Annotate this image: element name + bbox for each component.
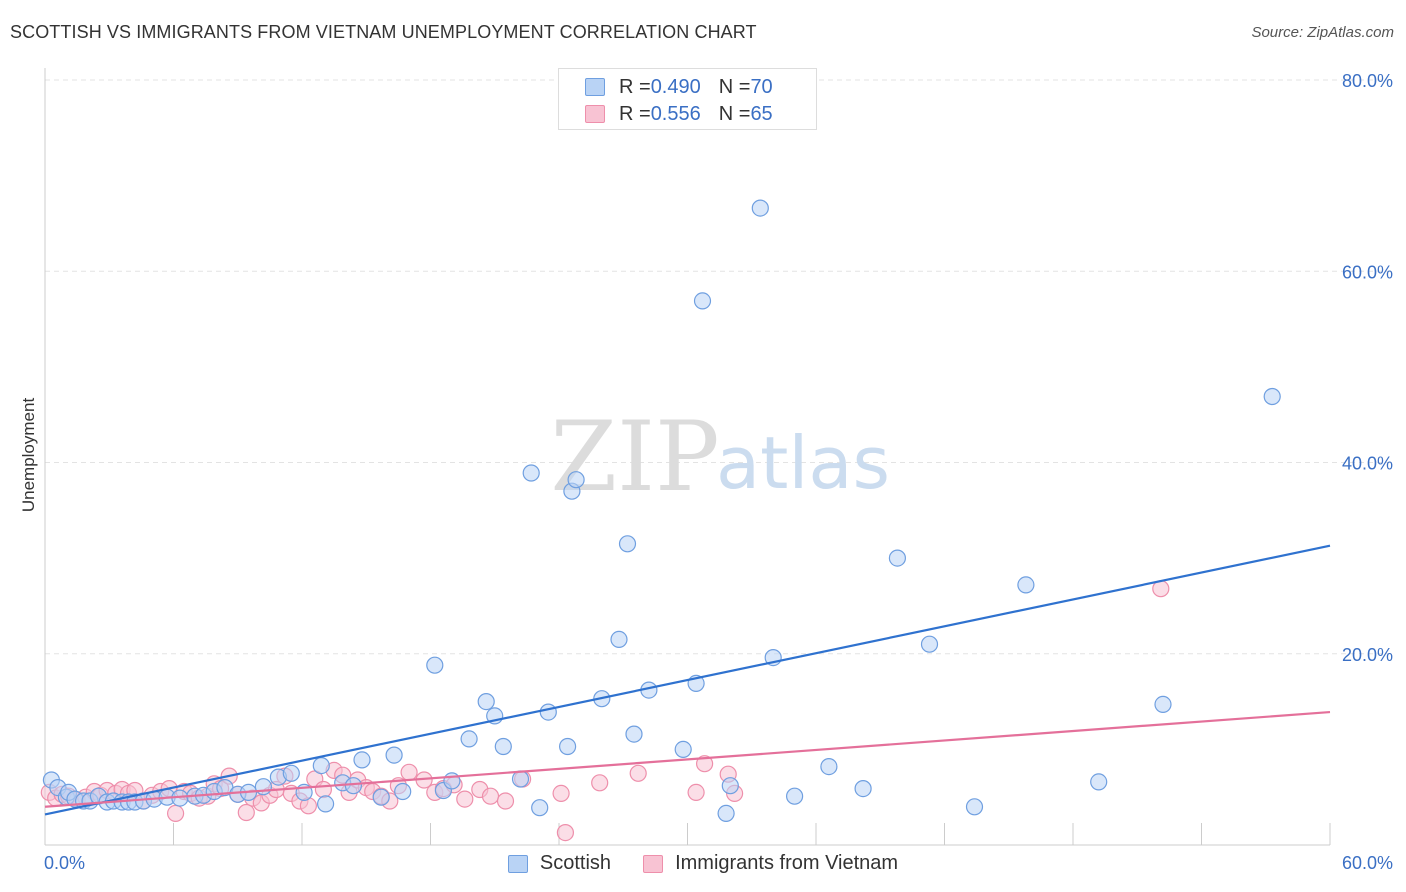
vietnam-point-59 <box>629 764 647 782</box>
scottish-point-39 <box>477 692 495 711</box>
scottish-point-23 <box>254 778 272 796</box>
grid-layer <box>45 79 1392 655</box>
scottish-point-28 <box>317 795 335 813</box>
scottish-point-30 <box>344 777 362 795</box>
vietnam-point-17 <box>167 804 185 823</box>
axis-layer <box>44 68 1331 846</box>
trend-line-vietnam <box>44 710 1331 808</box>
scottish-point-44 <box>531 799 549 817</box>
x-tick-label-max: 60.0% <box>1342 853 1393 873</box>
legend-r-label: R = <box>619 102 651 125</box>
scottish-point-35 <box>426 656 444 674</box>
scottish-point-27 <box>312 756 330 775</box>
scottish-point-62 <box>820 757 838 776</box>
legend-r-value: 0.556 <box>650 102 701 125</box>
scottish-point-32 <box>372 788 390 806</box>
scottish-point-51 <box>618 535 637 553</box>
scottish-point-69 <box>1154 695 1172 714</box>
stats-legend: R = 0.490 N = 70 R = 0.556 N = 65 <box>558 68 817 130</box>
vietnam-point-46 <box>400 763 418 781</box>
vietnam-point-53 <box>481 787 500 805</box>
scottish-point-46 <box>558 737 577 756</box>
scottish-point-64 <box>888 549 907 567</box>
y-tick-label-20: 20.0% <box>1342 645 1393 665</box>
scottish-point-68 <box>1090 773 1108 791</box>
scottish-point-31 <box>353 751 371 769</box>
scottish-point-56 <box>693 292 712 310</box>
legend-n-value: 65 <box>750 102 773 125</box>
scottish-point-41 <box>494 737 512 756</box>
legend-swatch-vietnam <box>585 105 605 123</box>
series-legend-swatch-scottish <box>507 854 528 873</box>
vietnam-point-56 <box>552 784 570 803</box>
watermark: ZIP atlas <box>550 401 890 513</box>
vietnam-point-57 <box>556 823 575 842</box>
trend-line-scottish <box>44 544 1331 816</box>
scottish-point-66 <box>965 798 984 816</box>
series-legend-label-vietnam: Immigrants from Vietnam <box>675 852 899 874</box>
tick-labels: 20.0% 40.0% 60.0% 80.0% 0.0% 60.0% Unemploymen… <box>19 71 1393 873</box>
y-tick-label-80: 80.0% <box>1342 71 1393 91</box>
vietnam-point-36 <box>314 780 332 799</box>
series-legend-label-scottish: Scottish <box>539 852 612 874</box>
scottish-point-43 <box>522 464 540 482</box>
legend-n-label: N = <box>718 102 751 125</box>
scottish-point-48 <box>567 471 585 489</box>
source-label: Source: ZipAtlas.com <box>1251 24 1394 41</box>
vietnam-point-51 <box>456 790 474 808</box>
vietnam-point-58 <box>591 774 609 792</box>
legend-row-vietnam: R = 0.556 N = 65 <box>585 102 773 126</box>
legend-r-label: R = <box>619 75 651 98</box>
legend-r-value: 0.490 <box>650 75 701 98</box>
scottish-point-70 <box>1263 387 1281 406</box>
scottish-point-42 <box>511 770 530 788</box>
scottish-point-52 <box>625 725 643 743</box>
series-vietnam-points <box>40 580 1170 842</box>
scottish-point-34 <box>394 782 412 801</box>
watermark-atlas: atlas <box>716 421 890 505</box>
vietnam-point-61 <box>695 755 714 773</box>
scottish-point-61 <box>785 787 804 805</box>
legend-swatch-scottish <box>585 78 605 96</box>
scottish-point-63 <box>854 779 872 798</box>
scottish-point-65 <box>920 635 939 653</box>
x-tick-label-min: 0.0% <box>44 853 85 873</box>
vietnam-point-54 <box>496 792 515 810</box>
scottish-point-45 <box>539 703 557 721</box>
trend-lines <box>44 544 1331 816</box>
vietnam-point-60 <box>687 783 705 802</box>
y-tick-label-60: 60.0% <box>1342 262 1393 282</box>
series-legend: Scottish Immigrants from Vietnam <box>0 852 1406 875</box>
chart-title: SCOTTISH VS IMMIGRANTS FROM VIETNAM UNEM… <box>10 22 757 42</box>
scottish-point-54 <box>674 740 692 759</box>
scottish-point-38 <box>460 730 478 748</box>
scottish-point-33 <box>385 746 403 764</box>
y-tick-label-40: 40.0% <box>1342 454 1393 474</box>
scottish-point-59 <box>751 199 769 217</box>
scottish-point-58 <box>721 777 739 795</box>
legend-n-value: 70 <box>750 75 773 98</box>
scottish-point-57 <box>717 804 735 823</box>
scottish-point-50 <box>610 630 628 649</box>
scottish-point-67 <box>1017 576 1035 594</box>
y-axis-label: Unemployment <box>19 398 38 513</box>
series-legend-scottish: Scottish <box>507 852 612 875</box>
series-legend-swatch-vietnam <box>643 854 664 873</box>
vietnam-point-26 <box>237 803 255 822</box>
series-legend-vietnam: Immigrants from Vietnam <box>643 852 898 875</box>
scottish-point-25 <box>282 764 300 782</box>
legend-n-label: N = <box>718 75 751 98</box>
legend-row-scottish: R = 0.490 N = 70 <box>585 75 773 99</box>
